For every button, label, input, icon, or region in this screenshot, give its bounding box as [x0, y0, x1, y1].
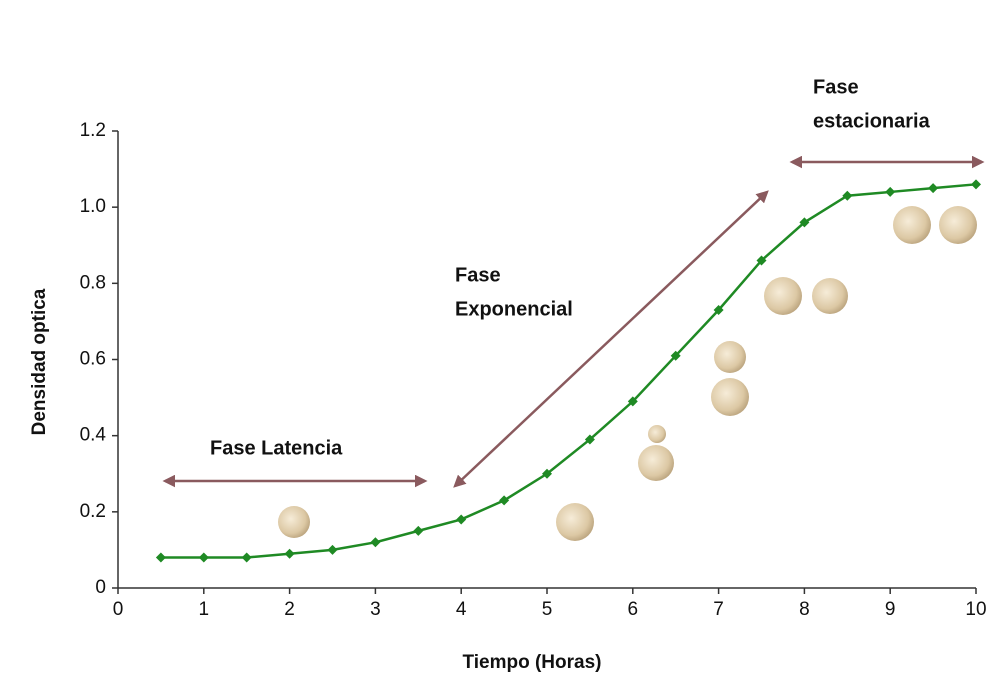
- x-tick-label: 0: [113, 599, 124, 620]
- data-point: [285, 549, 295, 559]
- x-tick-label: 4: [456, 599, 467, 620]
- cells: [278, 206, 977, 541]
- data-point: [971, 179, 981, 189]
- annotation: Fase Latencia: [210, 437, 343, 459]
- x-tick-label: 7: [713, 599, 724, 620]
- annotation: Exponencial: [455, 298, 573, 320]
- x-tick-label: 6: [628, 599, 639, 620]
- annotation: Fase: [455, 264, 501, 286]
- data-point: [456, 514, 466, 524]
- data-point: [928, 183, 938, 193]
- x-tick-label: 8: [799, 599, 810, 620]
- y-tick-label: 0.4: [80, 425, 107, 446]
- y-axis-label: Densidad optica: [29, 288, 50, 435]
- y-tick-label: 1.0: [80, 196, 106, 217]
- data-point: [413, 526, 423, 536]
- x-tick-label: 2: [284, 599, 295, 620]
- y-tick-label: 1.2: [80, 120, 106, 141]
- y-tick-label: 0.8: [80, 272, 106, 293]
- annotation: estacionaria: [813, 110, 931, 132]
- y-tick-label: 0.2: [80, 501, 106, 522]
- y-tick-label: 0: [95, 577, 106, 598]
- annotation: Fase: [813, 76, 859, 98]
- chart: Fase Latencia Fase Exponencial Fase esta…: [0, 0, 993, 680]
- x-axis-label: Tiempo (Horas): [462, 652, 601, 673]
- x-tick-label: 9: [885, 599, 896, 620]
- data-point: [328, 545, 338, 555]
- data-point: [242, 553, 252, 563]
- y-tick-label: 0.6: [80, 349, 106, 370]
- x-tick-label: 1: [199, 599, 210, 620]
- data-point: [885, 187, 895, 197]
- data-point: [370, 537, 380, 547]
- x-tick-label: 3: [370, 599, 381, 620]
- growth-line: [161, 184, 976, 557]
- x-tick-label: 10: [965, 599, 986, 620]
- data-point: [156, 553, 166, 563]
- x-tick-label: 5: [542, 599, 553, 620]
- data-point: [199, 553, 209, 563]
